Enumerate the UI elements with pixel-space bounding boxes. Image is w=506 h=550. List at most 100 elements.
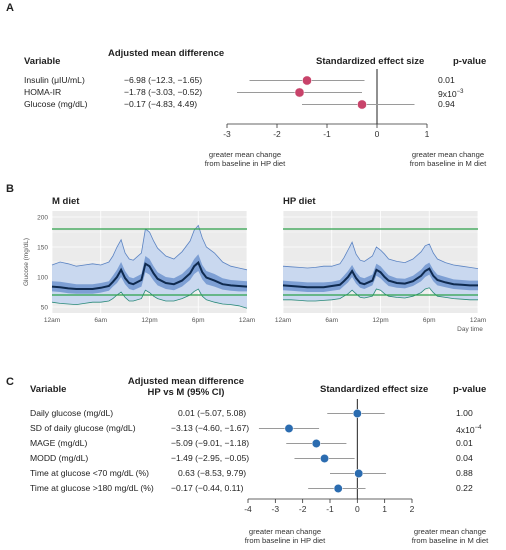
x-tick-label: 6pm xyxy=(423,317,436,324)
series-max-line xyxy=(51,224,248,271)
x-tick-label: -1 xyxy=(323,129,331,139)
x-tick-label: -4 xyxy=(244,504,252,514)
estimate-point xyxy=(311,439,321,448)
panel-c-row-amd: −1.49 (−2.95, −0.05) xyxy=(171,453,250,463)
note-line: greater mean change xyxy=(208,150,282,159)
panel-a-letter: A xyxy=(6,2,14,14)
x-tick-label: -2 xyxy=(299,504,307,514)
panel-c-row-label: Time at glucose <70 mg/dL (%) xyxy=(30,468,150,478)
panel-c-row-pvalue: 4x10−4 xyxy=(456,423,481,436)
panel-a-note-left: greater mean change from baseline in HP … xyxy=(185,150,305,168)
x-tick-label: -3 xyxy=(223,129,231,139)
panel-c-row-label: SD of daily glucose (mg/dL) xyxy=(30,423,136,433)
note-line: from baseline in M diet xyxy=(409,159,487,168)
panel-c-row-amd: 0.01 (−5.07, 5.08) xyxy=(178,408,247,418)
panel-c-row-label: MODD (mg/dL) xyxy=(30,453,89,463)
pvalue-base: 4x10 xyxy=(456,424,475,435)
x-tick-label: 1 xyxy=(425,129,430,139)
pvalue-exponent: −4 xyxy=(474,425,482,431)
x-tick-label: 0 xyxy=(375,129,380,139)
estimate-point xyxy=(294,87,305,98)
series-median-line xyxy=(282,267,478,289)
panel-c-row-pvalue: 0.04 xyxy=(456,453,473,463)
header-line: HP vs M (95% CI) xyxy=(147,387,225,398)
x-tick-label: 12am xyxy=(239,317,255,324)
panel-a-header-ses: Standardized effect size xyxy=(316,56,425,67)
x-tick-label: 1 xyxy=(382,504,387,514)
panel-a-header-pvalue: p-value xyxy=(453,56,487,67)
series-max-line xyxy=(282,241,479,269)
panel-a-row-pvalue: 0.01 xyxy=(438,75,455,85)
panel-a-row-amd: −1.78 (−3.03, −0.52) xyxy=(124,87,203,97)
x-tick-label: -2 xyxy=(273,129,281,139)
note-line: from baseline in M diet xyxy=(411,536,489,545)
x-tick-label: 0 xyxy=(355,504,360,514)
panel-a-note-right: greater mean change from baseline in M d… xyxy=(393,150,503,168)
pvalue-base: 9x10 xyxy=(438,88,457,99)
y-tick-label: 100 xyxy=(37,275,48,282)
estimate-point xyxy=(302,75,312,86)
panel-c-note-left: greater mean change from baseline in HP … xyxy=(225,527,345,545)
panel-a-row-label: Insulin (μIU/mL) xyxy=(24,75,85,85)
x-tick-label: 6pm xyxy=(192,317,205,324)
series-median-line xyxy=(51,260,248,290)
note-line: from baseline in HP diet xyxy=(244,536,326,545)
x-tick-label: 2 xyxy=(410,504,415,514)
series-min-line xyxy=(51,288,248,309)
panel-c-row-label: MAGE (mg/dL) xyxy=(30,438,88,448)
x-tick-label: -1 xyxy=(326,504,334,514)
panel-a-row-amd: −0.17 (−4.83, 4.49) xyxy=(124,99,198,109)
panel-a-row-pvalue: 9x10−3 xyxy=(438,87,463,100)
panel-b-letter: B xyxy=(6,183,14,195)
x-tick-label: 12am xyxy=(470,317,486,324)
note-line: from baseline in HP diet xyxy=(204,159,286,168)
panel-c-row-amd: −0.17 (−0.44, 0.11) xyxy=(171,483,244,493)
panel-a-row-label: Glucose (mg/dL) xyxy=(24,99,88,109)
x-tick-label: 6am xyxy=(325,317,338,324)
panel-a-header-variable: Variable xyxy=(24,56,61,67)
x-tick-label: 12am xyxy=(44,317,60,324)
panel-c-row-pvalue: 0.88 xyxy=(456,468,473,478)
panel-c-row-label: Time at glucose >180 mg/dL (%) xyxy=(30,483,154,493)
y-tick-label: 150 xyxy=(37,245,48,252)
x-tick-label: 12pm xyxy=(372,317,388,324)
panel-c-letter: C xyxy=(6,376,14,388)
panel-b-left-title: M diet xyxy=(52,196,80,207)
y-tick-label: 50 xyxy=(41,305,49,312)
panel-c-row-amd: −5.09 (−9.01, −1.18) xyxy=(171,438,250,448)
panel-c-row-label: Daily glucose (mg/dL) xyxy=(30,408,114,418)
panel-c-row-amd: −3.13 (−4.60, −1.67) xyxy=(171,423,250,433)
panel-c-row-pvalue: 0.22 xyxy=(456,483,473,493)
note-line: greater mean change xyxy=(411,150,485,159)
note-line: greater mean change xyxy=(413,527,487,536)
estimate-point xyxy=(284,424,294,433)
panel-a-row-label: HOMA-IR xyxy=(24,87,62,97)
panel-c-header-variable: Variable xyxy=(30,384,67,395)
x-tick-label: -3 xyxy=(272,504,280,514)
estimate-point xyxy=(320,454,329,463)
y-axis-label: Glucose (mg/dL) xyxy=(23,238,30,286)
x-tick-label: 6am xyxy=(94,317,107,324)
panel-c-row-amd: 0.63 (−8.53, 9.79) xyxy=(178,468,247,478)
x-axis-label: Day time xyxy=(457,326,483,333)
panel-a-row-pvalue: 0.94 xyxy=(438,99,455,109)
x-tick-label: 12am xyxy=(275,317,291,324)
panel-c-row-pvalue: 1.00 xyxy=(456,408,473,418)
panel-c-header-pvalue: p-value xyxy=(453,384,487,395)
estimate-point xyxy=(352,409,362,418)
panel-a-header-amd: Adjusted mean difference xyxy=(108,48,225,59)
y-tick-label: 200 xyxy=(37,215,48,222)
x-tick-label: 12pm xyxy=(141,317,157,324)
estimate-point xyxy=(333,484,343,493)
panel-c-row-pvalue: 0.01 xyxy=(456,438,473,448)
pvalue-exponent: −3 xyxy=(456,89,464,95)
panel-c-header-amd: Adjusted mean difference HP vs M (95% CI… xyxy=(116,376,256,398)
panel-b-right-title: HP diet xyxy=(283,196,316,207)
panel-c-header-ses: Standardized effect size xyxy=(320,384,429,395)
panel-a-row-amd: −6.98 (−12.3, −1.65) xyxy=(124,75,203,85)
estimate-point xyxy=(354,469,364,478)
header-line: Adjusted mean difference xyxy=(127,376,245,387)
